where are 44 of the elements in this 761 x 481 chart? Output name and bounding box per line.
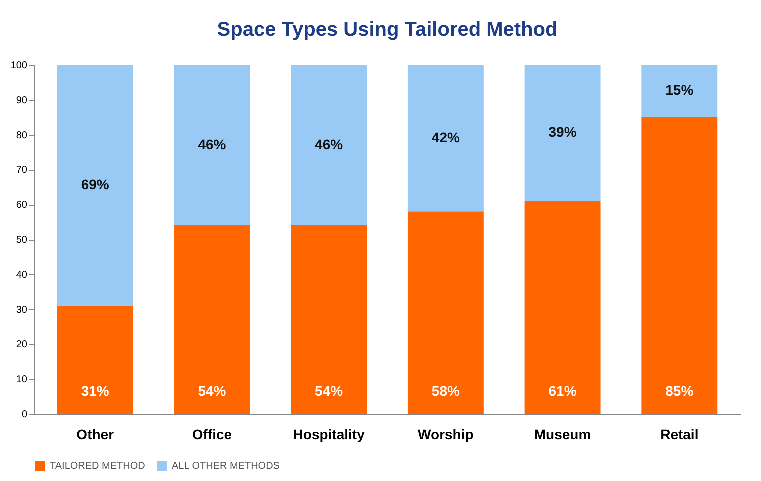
data-label: 69%: [81, 176, 110, 192]
y-tick-label: 10: [16, 374, 28, 386]
data-label: 54%: [198, 383, 227, 399]
data-label: 46%: [315, 136, 344, 152]
data-label: 39%: [548, 124, 578, 140]
x-tick-label: Retail: [660, 426, 699, 442]
x-tick-label: Worship: [418, 426, 474, 442]
bar: [524, 201, 601, 414]
legend-label: ALL OTHER METHODS: [172, 461, 280, 472]
bar: [642, 65, 718, 118]
y-tick-label: 60: [16, 200, 28, 212]
bar: [291, 65, 368, 226]
data-label: 42%: [432, 129, 460, 146]
x-tick-label: Museum: [534, 426, 592, 442]
bar: [524, 65, 601, 202]
bar: [174, 226, 250, 414]
y-tick-label: 0: [22, 410, 28, 420]
chart-title: Space Types Using Tailored Method: [217, 19, 558, 41]
bar: [174, 65, 250, 226]
x-tick-label: Hospitality: [293, 426, 366, 442]
data-label: 58%: [432, 383, 460, 399]
legend-label: TAILORED METHOD: [50, 461, 146, 472]
bar: [57, 306, 134, 414]
data-label: 31%: [81, 383, 110, 399]
data-label: 54%: [315, 383, 344, 399]
y-tick-label: 50: [16, 235, 28, 246]
x-tick-label: Office: [192, 426, 232, 442]
data-label: 46%: [198, 136, 227, 152]
x-tick-label: Other: [76, 426, 115, 442]
y-tick-label: 90: [16, 95, 28, 106]
y-tick-label: 40: [16, 270, 28, 281]
data-label: 85%: [666, 383, 694, 399]
y-tick-label: 20: [16, 340, 28, 351]
bar: [642, 117, 718, 414]
bar: [408, 65, 484, 212]
y-tick-label: 100: [10, 60, 28, 72]
y-tick-label: 70: [16, 165, 28, 176]
data-label: 61%: [548, 383, 578, 399]
data-label: 15%: [666, 82, 694, 98]
y-tick-label: 80: [16, 130, 28, 142]
bar: [57, 65, 134, 306]
bar: [408, 212, 484, 414]
y-tick-label: 30: [16, 304, 28, 316]
bar: [291, 226, 368, 414]
